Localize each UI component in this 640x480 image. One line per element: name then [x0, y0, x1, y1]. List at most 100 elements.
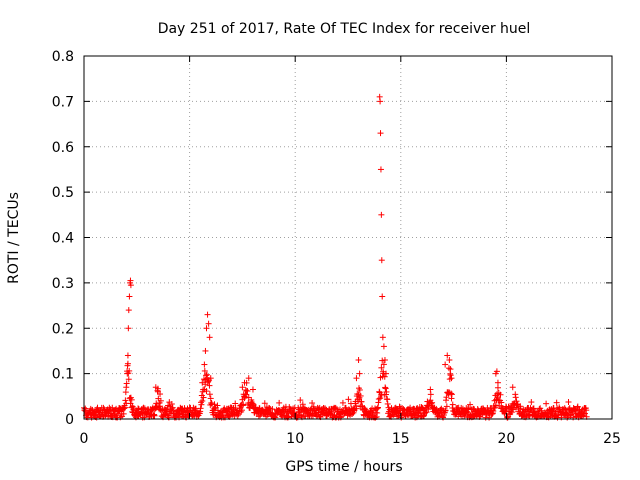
data-point	[339, 399, 346, 406]
data-point	[201, 367, 208, 374]
data-point	[203, 388, 210, 395]
data-point	[443, 403, 450, 410]
data-point	[381, 357, 388, 364]
data-point	[375, 396, 382, 403]
data-point	[206, 391, 213, 398]
data-point	[140, 404, 147, 411]
data-point	[383, 388, 390, 395]
data-point	[201, 361, 208, 368]
data-point	[449, 401, 456, 408]
data-point	[517, 405, 524, 412]
data-point	[508, 409, 515, 416]
data-point	[355, 357, 362, 364]
data-point	[332, 404, 339, 411]
y-tick-label: 0.8	[52, 49, 74, 65]
data-point	[374, 404, 381, 411]
data-point	[198, 401, 205, 408]
data-point	[124, 352, 131, 359]
data-point	[448, 375, 455, 382]
data-point	[427, 386, 434, 393]
data-point	[240, 401, 247, 408]
data-point	[124, 370, 131, 377]
data-point	[494, 384, 501, 391]
data-point	[444, 352, 451, 359]
data-point	[122, 397, 129, 404]
data-point	[126, 293, 133, 300]
data-point	[543, 400, 550, 407]
data-point	[382, 385, 389, 392]
data-point	[353, 405, 360, 412]
data-point	[243, 391, 250, 398]
data-point	[442, 361, 449, 368]
data-point	[467, 401, 474, 408]
data-point	[381, 373, 388, 380]
chart-title: Day 251 of 2017, Rate Of TEC Index for r…	[158, 21, 531, 37]
x-tick-label: 25	[603, 431, 621, 447]
data-point	[199, 397, 206, 404]
data-point	[206, 334, 213, 341]
y-tick-label: 0.4	[52, 231, 74, 247]
data-point	[205, 320, 212, 327]
data-point	[380, 361, 387, 368]
data-point	[565, 399, 572, 406]
data-point	[356, 370, 363, 377]
data-points	[81, 93, 590, 421]
data-point	[420, 413, 427, 420]
x-tick-label: 10	[286, 431, 304, 447]
data-point	[309, 400, 316, 407]
data-point	[442, 407, 449, 414]
y-tick-label: 0.3	[52, 276, 74, 292]
data-point	[255, 413, 262, 420]
data-point	[443, 394, 450, 401]
data-point	[448, 391, 455, 398]
data-point	[244, 388, 251, 395]
data-point	[498, 399, 505, 406]
data-point	[124, 360, 131, 367]
data-point	[383, 370, 390, 377]
data-point	[377, 166, 384, 173]
data-point	[379, 293, 386, 300]
y-axis-label: ROTI / TECUs	[6, 192, 22, 284]
data-point	[203, 325, 210, 332]
data-point	[200, 394, 207, 401]
data-point	[356, 386, 363, 393]
data-point	[491, 404, 498, 411]
data-point	[125, 376, 132, 383]
data-point	[206, 382, 213, 389]
data-point	[123, 384, 130, 391]
data-point	[239, 384, 246, 391]
data-point	[310, 403, 317, 410]
data-point	[199, 379, 206, 386]
data-point	[421, 412, 428, 419]
data-point	[538, 407, 545, 414]
data-point	[418, 404, 425, 411]
data-point	[380, 343, 387, 350]
data-point	[135, 405, 142, 412]
x-tick-label: 0	[80, 431, 89, 447]
data-point	[297, 397, 304, 404]
data-point	[204, 311, 211, 318]
data-point	[512, 394, 519, 401]
data-point	[357, 392, 364, 399]
data-point	[497, 391, 504, 398]
data-point	[269, 406, 276, 413]
data-point	[377, 395, 384, 402]
data-point	[345, 396, 352, 403]
y-tick-label: 0.6	[52, 140, 74, 156]
data-point	[276, 399, 283, 406]
x-axis: 0 5 10 15 20 25	[80, 56, 621, 447]
grid-lines	[84, 56, 612, 419]
data-point	[377, 130, 384, 137]
data-point	[157, 397, 164, 404]
data-point	[510, 405, 517, 412]
data-point	[207, 375, 214, 382]
y-tick-label: 0.7	[52, 94, 74, 110]
data-point	[238, 407, 245, 414]
data-point	[379, 334, 386, 341]
data-point	[120, 410, 127, 417]
x-tick-label: 20	[497, 431, 515, 447]
y-axis: 0 0.1 0.2 0.3 0.4 0.5 0.6 0.7 0.8	[52, 49, 612, 428]
data-point	[151, 412, 158, 419]
data-point	[429, 399, 436, 406]
